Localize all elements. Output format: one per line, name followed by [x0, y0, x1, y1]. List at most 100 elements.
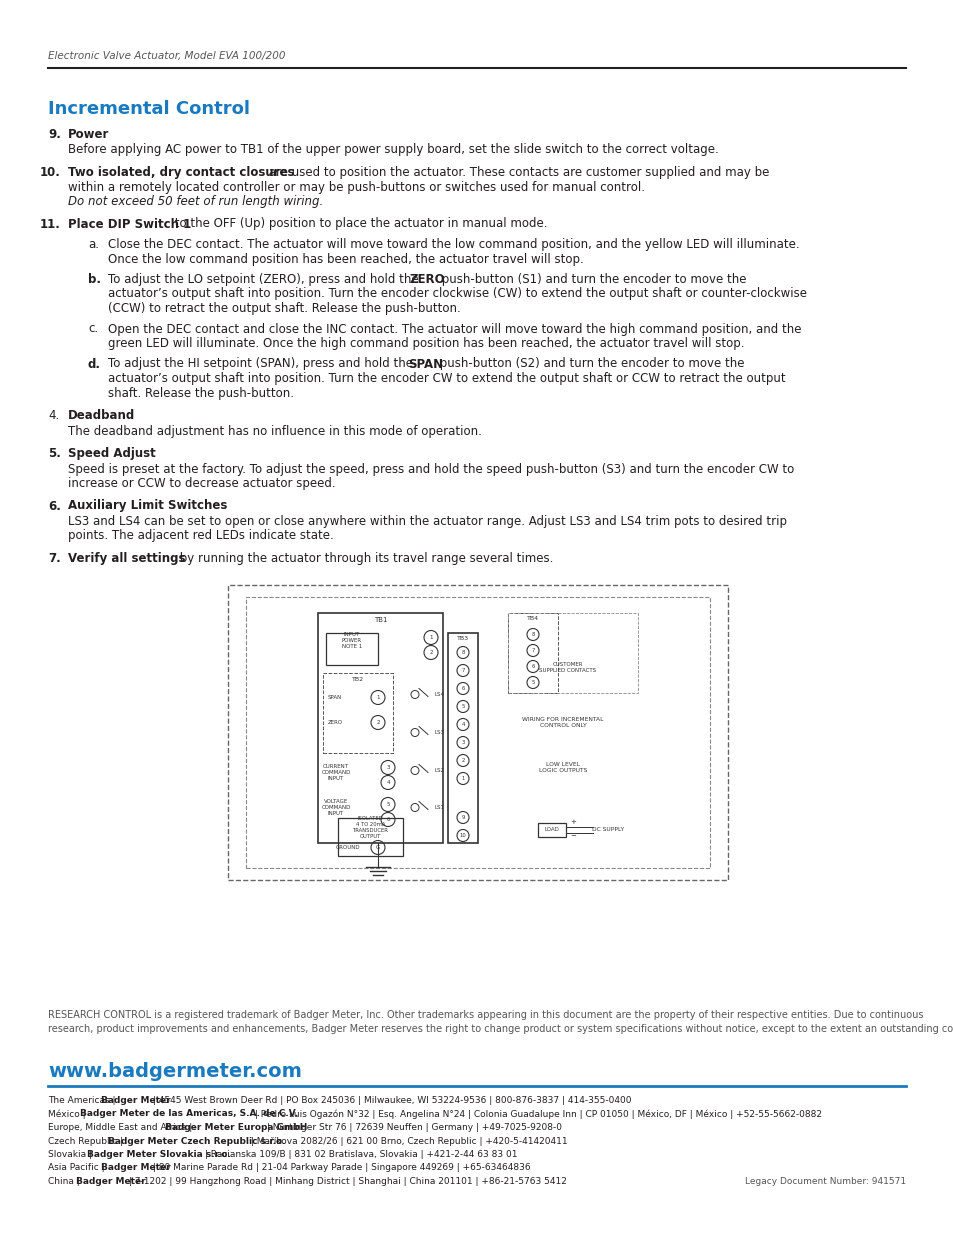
Text: CUSTOMER
SUPPLIED CONTACTS: CUSTOMER SUPPLIED CONTACTS: [538, 662, 596, 673]
Text: SPAN: SPAN: [408, 357, 442, 370]
Text: 3: 3: [461, 740, 464, 745]
Text: The Americas |: The Americas |: [48, 1095, 118, 1105]
Bar: [537, 823, 565, 836]
Text: Speed Adjust: Speed Adjust: [68, 447, 155, 459]
Text: 11.: 11.: [40, 217, 61, 231]
Text: actuator’s output shaft into position. Turn the encoder clockwise (CW) to extend: actuator’s output shaft into position. T…: [108, 288, 806, 300]
Text: | Maříkova 2082/26 | 621 00 Brno, Czech Republic | +420-5-41420411: | Maříkova 2082/26 | 621 00 Brno, Czech …: [248, 1136, 567, 1146]
Text: Auxiliary Limit Switches: Auxiliary Limit Switches: [68, 499, 227, 513]
Text: Czech Republic |: Czech Republic |: [48, 1136, 126, 1146]
Text: Badger Meter Slovakia s.r.o.: Badger Meter Slovakia s.r.o.: [87, 1150, 231, 1158]
Text: Deadband: Deadband: [68, 409, 135, 422]
Bar: [246, 597, 709, 867]
Text: Power: Power: [68, 128, 110, 141]
Text: | 80 Marine Parade Rd | 21-04 Parkway Parade | Singapore 449269 | +65-63464836: | 80 Marine Parade Rd | 21-04 Parkway Pa…: [151, 1163, 531, 1172]
Bar: [507, 613, 638, 693]
Text: ISOLATED
4 TO 20mA
TRANSDUCER
OUTPUT: ISOLATED 4 TO 20mA TRANSDUCER OUTPUT: [353, 816, 388, 839]
Bar: [507, 613, 558, 693]
Text: Once the low command position has been reached, the actuator travel will stop.: Once the low command position has been r…: [108, 252, 583, 266]
Text: Badger Meter: Badger Meter: [101, 1163, 171, 1172]
Text: to the OFF (Up) position to place the actuator in manual mode.: to the OFF (Up) position to place the ac…: [171, 217, 547, 231]
Text: 6.: 6.: [48, 499, 61, 513]
Text: 6: 6: [531, 664, 534, 669]
Text: c.: c.: [88, 322, 98, 336]
Text: 4.: 4.: [48, 409, 59, 422]
Text: Before applying AC power to TB1 of the upper power supply board, set the slide s: Before applying AC power to TB1 of the u…: [68, 143, 718, 157]
Text: Close the DEC contact. The actuator will move toward the low command position, a: Close the DEC contact. The actuator will…: [108, 238, 799, 251]
Text: To adjust the HI setpoint (SPAN), press and hold the: To adjust the HI setpoint (SPAN), press …: [108, 357, 416, 370]
Text: 9: 9: [461, 815, 464, 820]
Text: TB1: TB1: [374, 618, 387, 624]
Bar: [326, 632, 377, 664]
Text: 5: 5: [531, 680, 534, 685]
Text: 2: 2: [429, 650, 433, 655]
Text: +: +: [570, 820, 576, 825]
Text: 10: 10: [459, 832, 466, 839]
Text: 5.: 5.: [48, 447, 61, 459]
Text: Two isolated, dry contact closures: Two isolated, dry contact closures: [68, 165, 294, 179]
Text: Asia Pacific |: Asia Pacific |: [48, 1163, 108, 1172]
Text: LOW LEVEL
LOGIC OUTPUTS: LOW LEVEL LOGIC OUTPUTS: [538, 762, 587, 773]
Text: ZERO: ZERO: [410, 273, 445, 287]
Text: Badger Meter de las Americas, S.A. de C.V.: Badger Meter de las Americas, S.A. de C.…: [80, 1109, 297, 1119]
Text: 4: 4: [461, 722, 464, 727]
Text: 8: 8: [461, 650, 464, 655]
Text: 5: 5: [386, 802, 390, 806]
Text: LOAD: LOAD: [544, 827, 558, 832]
Text: are used to position the actuator. These contacts are customer supplied and may : are used to position the actuator. These…: [265, 165, 768, 179]
Text: a.: a.: [88, 238, 99, 251]
Text: Electronic Valve Actuator, Model EVA 100/200: Electronic Valve Actuator, Model EVA 100…: [48, 51, 285, 61]
Text: | Racianska 109/B | 831 02 Bratislava, Slovakia | +421-2-44 63 83 01: | Racianska 109/B | 831 02 Bratislava, S…: [202, 1150, 517, 1158]
Text: TB4: TB4: [526, 616, 538, 621]
Bar: [337, 818, 402, 856]
Text: Legacy Document Number: 941571: Legacy Document Number: 941571: [744, 1177, 905, 1186]
Text: México |: México |: [48, 1109, 89, 1119]
Text: RESEARCH CONTROL is a registered trademark of Badger Meter, Inc. Other trademark: RESEARCH CONTROL is a registered tradema…: [48, 1010, 953, 1034]
Text: 8: 8: [531, 632, 534, 637]
Text: 6: 6: [386, 818, 390, 823]
Text: GROUND: GROUND: [335, 845, 360, 850]
Text: | 4545 West Brown Deer Rd | PO Box 245036 | Milwaukee, WI 53224-9536 | 800-876-3: | 4545 West Brown Deer Rd | PO Box 24503…: [151, 1095, 631, 1105]
Text: G: G: [375, 845, 379, 850]
Text: Europe, Middle East and Africa |: Europe, Middle East and Africa |: [48, 1123, 195, 1132]
Text: Slovakia |: Slovakia |: [48, 1150, 94, 1158]
Text: LS3: LS3: [435, 730, 444, 735]
Bar: [228, 584, 727, 879]
Text: increase or CCW to decrease actuator speed.: increase or CCW to decrease actuator spe…: [68, 477, 335, 490]
Text: Place DIP Switch 1: Place DIP Switch 1: [68, 217, 191, 231]
Text: SPAN: SPAN: [328, 695, 342, 700]
Text: 1: 1: [429, 635, 433, 640]
Text: www.badgermeter.com: www.badgermeter.com: [48, 1062, 301, 1081]
Text: green LED will illuminate. Once the high command position has been reached, the : green LED will illuminate. Once the high…: [108, 337, 743, 350]
Text: The deadband adjustment has no influence in this mode of operation.: The deadband adjustment has no influence…: [68, 425, 481, 437]
Text: b.: b.: [88, 273, 101, 287]
Text: Badger Meter Europa GmbH: Badger Meter Europa GmbH: [165, 1123, 307, 1132]
Text: (CCW) to retract the output shaft. Release the push-button.: (CCW) to retract the output shaft. Relea…: [108, 303, 460, 315]
Text: CURRENT
COMMAND
INPUT: CURRENT COMMAND INPUT: [321, 764, 351, 781]
Bar: [448, 632, 477, 842]
Text: Badger Meter: Badger Meter: [101, 1095, 171, 1105]
Bar: [323, 673, 393, 752]
Text: VOLTAGE
COMMAND
INPUT: VOLTAGE COMMAND INPUT: [321, 799, 351, 816]
Text: Verify all settings: Verify all settings: [68, 552, 185, 564]
Text: Incremental Control: Incremental Control: [48, 100, 250, 119]
Text: 4: 4: [386, 781, 390, 785]
Text: 10.: 10.: [40, 165, 61, 179]
Text: d.: d.: [88, 357, 101, 370]
Text: LS2: LS2: [435, 768, 444, 773]
Text: WIRING FOR INCREMENTAL
CONTROL ONLY: WIRING FOR INCREMENTAL CONTROL ONLY: [521, 718, 603, 727]
Text: actuator’s output shaft into position. Turn the encoder CW to extend the output : actuator’s output shaft into position. T…: [108, 372, 785, 385]
Text: push-button (S2) and turn the encoder to move the: push-button (S2) and turn the encoder to…: [436, 357, 743, 370]
Text: Badger Meter Czech Republic s.r.o.: Badger Meter Czech Republic s.r.o.: [109, 1136, 286, 1146]
Text: LS4: LS4: [435, 692, 444, 697]
Text: Do not exceed 50 feet of run length wiring.: Do not exceed 50 feet of run length wiri…: [68, 195, 323, 207]
Text: TB3: TB3: [456, 636, 469, 641]
Text: 1: 1: [461, 776, 464, 781]
Text: points. The adjacent red LEDs indicate state.: points. The adjacent red LEDs indicate s…: [68, 530, 334, 542]
Text: ZERO: ZERO: [327, 720, 342, 725]
Text: DC SUPPLY: DC SUPPLY: [591, 827, 623, 832]
Text: 3: 3: [386, 764, 390, 769]
Text: push-button (S1) and turn the encoder to move the: push-button (S1) and turn the encoder to…: [437, 273, 745, 287]
Text: 2: 2: [375, 720, 379, 725]
Text: Open the DEC contact and close the INC contact. The actuator will move toward th: Open the DEC contact and close the INC c…: [108, 322, 801, 336]
